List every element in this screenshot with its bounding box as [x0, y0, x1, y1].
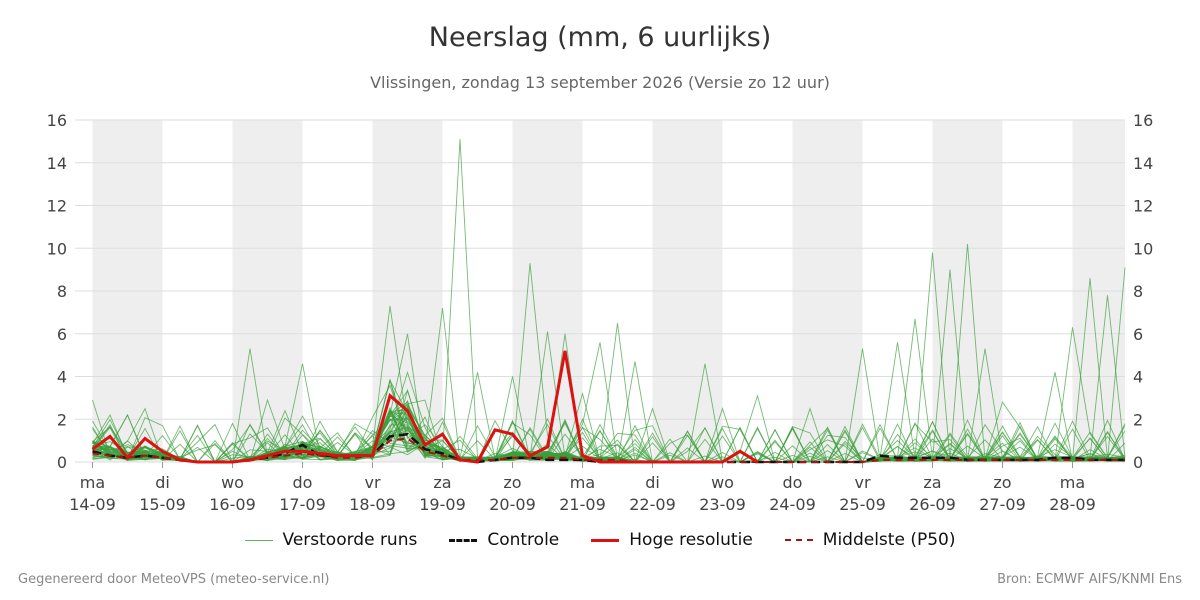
precipitation-chart: 0 2 4 6 8 10 12 14 16 0 2 4 6 8 10 12 14 16 ma 14-09 di 15-…	[47, 111, 1154, 514]
y-axis-left: 0 2 4 6 8 10 12 14 16	[47, 111, 67, 472]
ensemble-member-line	[92, 331, 1126, 463]
footer-credit: Gegenereerd door MeteoVPS (meteo-service…	[18, 572, 330, 587]
x-tick-day: vr	[364, 473, 380, 492]
y-tick-label-right: 16	[1133, 111, 1153, 130]
x-tick-date: 26-09	[909, 495, 956, 514]
x-axis: ma 14-09 di 15-09 wo 16-09 do 17-09 vr 18-09 za 19-…	[69, 462, 1096, 514]
footer-source: Bron: ECMWF AIFS/KNMI Ens	[997, 572, 1182, 587]
x-tick-date: 18-09	[349, 495, 396, 514]
y-tick-label-right: 0	[1133, 453, 1143, 472]
x-tick-date: 25-09	[839, 495, 886, 514]
x-tick-date: 27-09	[979, 495, 1026, 514]
y-tick-label-right: 12	[1133, 197, 1153, 216]
x-tick-day: ma	[570, 473, 595, 492]
y-tick-label-left: 16	[47, 111, 67, 130]
x-tick-day: do	[293, 473, 313, 492]
x-tick-date: 28-09	[1049, 495, 1096, 514]
y-tick-label-left: 8	[57, 282, 67, 301]
x-tick-day: za	[433, 473, 451, 492]
x-tick-day: zo	[503, 473, 521, 492]
x-tick-day: ma	[80, 473, 105, 492]
legend: Verstoorde runs Controle Hoge resolutie …	[0, 530, 1200, 550]
y-tick-label-right: 14	[1133, 154, 1153, 173]
legend-item-controle: Controle	[449, 530, 559, 550]
x-tick-day: ma	[1060, 473, 1085, 492]
x-tick-date: 19-09	[419, 495, 466, 514]
y-tick-label-left: 12	[47, 197, 67, 216]
x-tick-date: 22-09	[629, 495, 676, 514]
y-tick-label-right: 8	[1133, 282, 1143, 301]
legend-swatch-controle	[449, 538, 478, 542]
legend-item-middelste: Middelste (P50)	[784, 530, 956, 550]
legend-swatch-verstoorde-runs	[244, 539, 273, 541]
x-tick-date: 16-09	[209, 495, 256, 514]
x-tick-date: 14-09	[69, 495, 116, 514]
y-tick-label-right: 6	[1133, 325, 1143, 344]
x-tick-date: 15-09	[139, 495, 186, 514]
legend-label-verstoorde-runs: Verstoorde runs	[282, 530, 418, 550]
legend-swatch-hoge-resolutie	[591, 538, 620, 542]
x-tick-day: wo	[221, 473, 244, 492]
x-tick-day: vr	[854, 473, 870, 492]
x-tick-date: 17-09	[279, 495, 326, 514]
x-tick-date: 23-09	[699, 495, 746, 514]
x-tick-day: zo	[993, 473, 1011, 492]
y-tick-label-left: 14	[47, 154, 67, 173]
chart-subtitle: Vlissingen, zondag 13 september 2026 (Ve…	[370, 73, 830, 92]
x-tick-day: wo	[711, 473, 734, 492]
chart-title: Neerslag (mm, 6 uurlijks)	[428, 22, 772, 53]
x-tick-date: 24-09	[769, 495, 816, 514]
legend-swatch-middelste	[784, 539, 813, 541]
y-tick-label-left: 2	[57, 410, 67, 429]
y-tick-label-left: 10	[47, 239, 67, 258]
legend-label-controle: Controle	[487, 530, 560, 550]
main-series	[91, 350, 1125, 464]
legend-label-middelste: Middelste (P50)	[822, 530, 956, 550]
x-tick-date: 21-09	[559, 495, 606, 514]
ensemble-member-line	[92, 407, 1126, 463]
y-tick-label-left: 4	[57, 368, 67, 387]
grid-lines	[75, 119, 1125, 463]
x-tick-day: do	[783, 473, 803, 492]
y-axis-right: 0 2 4 6 8 10 12 14 16	[1133, 111, 1153, 472]
y-tick-label-left: 0	[57, 453, 67, 472]
y-tick-label-right: 4	[1133, 368, 1143, 387]
y-tick-label-right: 10	[1133, 239, 1153, 258]
legend-item-verstoorde-runs: Verstoorde runs	[244, 530, 418, 550]
x-tick-day: di	[155, 473, 170, 492]
hoge-resolutie-line	[91, 350, 759, 464]
legend-label-hoge-resolutie: Hoge resolutie	[629, 530, 753, 550]
x-tick-day: za	[923, 473, 941, 492]
y-tick-label-left: 6	[57, 325, 67, 344]
legend-item-hoge-resolutie: Hoge resolutie	[591, 530, 753, 550]
middelste-line	[92, 437, 1125, 463]
x-tick-day: di	[645, 473, 660, 492]
y-tick-label-right: 2	[1133, 410, 1143, 429]
x-tick-date: 20-09	[489, 495, 536, 514]
